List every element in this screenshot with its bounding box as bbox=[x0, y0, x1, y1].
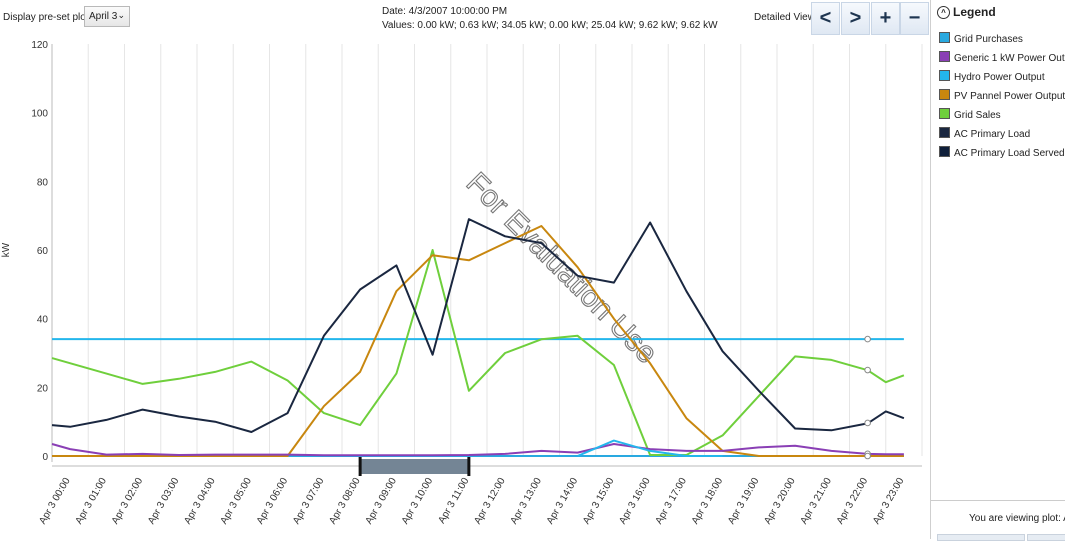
collapse-icon[interactable]: ^ bbox=[937, 6, 950, 19]
x-tick-label: Apr 3 01:00 bbox=[74, 476, 110, 527]
legend-swatch bbox=[939, 70, 950, 81]
y-tick-label: 40 bbox=[37, 315, 49, 326]
x-tick-label: Apr 3 17:00 bbox=[654, 476, 690, 527]
preset-select[interactable]: April 3 ⌄ bbox=[84, 6, 130, 27]
x-tick-label: Apr 3 14:00 bbox=[545, 476, 581, 527]
x-tick-label: Apr 3 12:00 bbox=[472, 476, 508, 527]
selection-range bbox=[360, 459, 469, 474]
legend-item: AC Primary Load Served bbox=[939, 146, 1065, 159]
readout: Date: 4/3/2007 10:00:00 PM Values: 0.00 … bbox=[382, 5, 718, 33]
preset-value: April 3 bbox=[89, 11, 118, 22]
legend-swatch bbox=[939, 108, 950, 119]
hover-marker bbox=[864, 419, 871, 427]
y-tick-label: 80 bbox=[37, 177, 49, 188]
series-line bbox=[52, 225, 904, 457]
series-line bbox=[51, 443, 904, 457]
legend-title: Legend bbox=[953, 5, 996, 19]
x-tick-label: Apr 3 02:00 bbox=[110, 476, 146, 527]
legend-item: Generic 1 kW Power Output bbox=[939, 51, 1065, 64]
zoom-out-button[interactable]: − bbox=[900, 2, 929, 35]
x-tick-label: Apr 3 21:00 bbox=[799, 476, 835, 527]
series-line bbox=[51, 218, 905, 433]
legend-swatch bbox=[939, 32, 950, 43]
x-tick-label: Apr 3 04:00 bbox=[182, 476, 218, 527]
bottom-tab[interactable] bbox=[1027, 534, 1065, 541]
y-tick-label: 20 bbox=[37, 383, 49, 394]
legend-label: Grid Purchases bbox=[954, 34, 1023, 45]
y-tick-label: 120 bbox=[31, 40, 48, 51]
x-tick-label: Apr 3 22:00 bbox=[835, 476, 871, 527]
x-tick-label: Apr 3 18:00 bbox=[690, 476, 726, 527]
hover-marker bbox=[864, 366, 871, 374]
detailed-view-label: Detailed View bbox=[754, 12, 815, 23]
x-tick-label: Apr 3 00:00 bbox=[37, 476, 73, 527]
x-tick-label: Apr 3 09:00 bbox=[364, 476, 400, 527]
x-tick-label: Apr 3 08:00 bbox=[327, 476, 363, 527]
hover-marker bbox=[864, 452, 871, 460]
legend-label: AC Primary Load bbox=[954, 129, 1031, 140]
legend-swatch bbox=[939, 89, 950, 100]
x-tick-label: Apr 3 19:00 bbox=[726, 476, 762, 527]
x-tick-label: Apr 3 15:00 bbox=[581, 476, 617, 527]
chevron-down-icon: ⌄ bbox=[117, 10, 125, 20]
hover-marker bbox=[864, 335, 871, 343]
legend-item: Hydro Power Output bbox=[939, 70, 1045, 83]
legend-swatch bbox=[939, 146, 950, 157]
zoom-in-button[interactable]: + bbox=[871, 2, 900, 35]
toolbar: Display pre-set plot: April 3 ⌄ Date: 4/… bbox=[0, 0, 930, 36]
x-tick-label: Apr 3 10:00 bbox=[400, 476, 436, 527]
date-readout: Date: 4/3/2007 10:00:00 PM bbox=[382, 6, 508, 17]
series-line bbox=[577, 439, 723, 457]
selection-handle-left bbox=[358, 457, 362, 476]
divider bbox=[931, 500, 1065, 501]
y-tick-label: 60 bbox=[37, 246, 49, 257]
preset-label: Display pre-set plot: bbox=[3, 12, 92, 23]
x-tick-label: Apr 3 16:00 bbox=[617, 476, 653, 527]
prev-button[interactable]: < bbox=[811, 2, 840, 35]
legend-label: PV Pannel Power Output bbox=[954, 91, 1065, 102]
series-line bbox=[51, 249, 905, 456]
x-tick-label: Apr 3 07:00 bbox=[291, 476, 327, 527]
bottom-tab[interactable] bbox=[937, 534, 1025, 541]
legend-label: Generic 1 kW Power Output bbox=[954, 53, 1065, 64]
next-button[interactable]: > bbox=[841, 2, 870, 35]
legend-header[interactable]: ^ Legend bbox=[937, 5, 996, 19]
y-tick-label: 0 bbox=[42, 452, 48, 463]
legend-panel: ^ Legend Grid Purchases Generic 1 kW Powe… bbox=[930, 0, 1065, 541]
y-axis-label: kW bbox=[1, 242, 12, 257]
legend-item: PV Pannel Power Output bbox=[939, 89, 1065, 102]
x-tick-label: Apr 3 11:00 bbox=[436, 476, 471, 526]
values-readout: Values: 0.00 kW; 0.63 kW; 34.05 kW; 0.00… bbox=[382, 20, 718, 31]
legend-swatch bbox=[939, 51, 950, 62]
legend-item: Grid Sales bbox=[939, 108, 1001, 121]
x-tick-label: Apr 3 13:00 bbox=[509, 476, 545, 527]
x-tick-label: Apr 3 23:00 bbox=[871, 476, 907, 527]
viewing-plot-text: You are viewing plot: Ap bbox=[969, 513, 1065, 524]
x-tick-label: Apr 3 05:00 bbox=[219, 476, 255, 527]
selection-handle-right bbox=[467, 457, 471, 476]
legend-swatch bbox=[939, 127, 950, 138]
legend-item: Grid Purchases bbox=[939, 32, 1023, 45]
legend-item: AC Primary Load bbox=[939, 127, 1030, 140]
legend-label: Grid Sales bbox=[954, 110, 1001, 121]
legend-label: Hydro Power Output bbox=[954, 72, 1045, 83]
x-tick-label: Apr 3 06:00 bbox=[255, 476, 291, 527]
x-tick-label: Apr 3 20:00 bbox=[762, 476, 798, 527]
x-tick-label: Apr 3 03:00 bbox=[146, 476, 182, 527]
y-tick-label: 100 bbox=[31, 109, 48, 120]
legend-label: AC Primary Load Served bbox=[954, 148, 1065, 159]
